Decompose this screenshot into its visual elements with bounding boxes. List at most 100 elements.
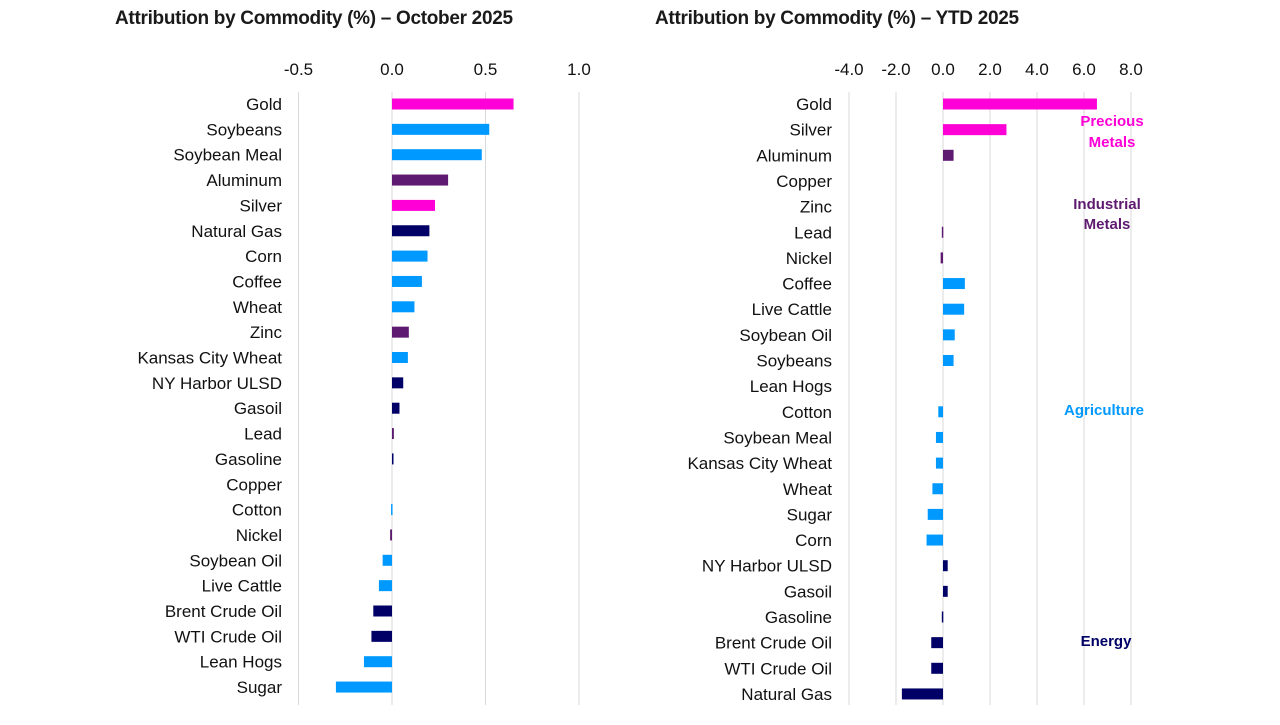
left-chart-title: Attribution by Commodity (%) – October 2… — [115, 8, 513, 29]
x-tick-label: 0.0 — [931, 60, 955, 79]
category-label: Live Cattle — [752, 300, 832, 319]
bar-aluminum — [943, 149, 954, 161]
bar-silver — [943, 124, 1007, 136]
bar-live-cattle — [378, 580, 392, 592]
bar-sugar — [335, 681, 392, 693]
bar-coffee — [392, 275, 422, 287]
x-tick-label: 0.0 — [380, 60, 404, 79]
category-label: WTI Crude Oil — [174, 627, 282, 646]
group-annotation: Metals — [1084, 216, 1131, 233]
group-annotation: Metals — [1089, 134, 1136, 151]
bar-gasoline — [941, 611, 944, 623]
bar-brent-crude-oil — [931, 637, 943, 649]
category-label: Zinc — [800, 198, 833, 217]
bar-ny-harbor-ulsd — [943, 560, 948, 572]
category-label: Sugar — [237, 678, 283, 697]
category-label: Nickel — [236, 526, 282, 545]
bar-natural-gas — [901, 688, 943, 700]
bar-corn — [926, 534, 943, 546]
category-label: Nickel — [786, 249, 832, 268]
bar-brent-crude-oil — [373, 605, 392, 617]
group-annotation: Agriculture — [1064, 402, 1144, 419]
category-label: Zinc — [250, 323, 283, 342]
bar-lead — [392, 428, 394, 440]
bar-lean-hogs — [363, 656, 392, 668]
category-label: Kansas City Wheat — [137, 349, 282, 368]
bar-corn — [392, 250, 428, 262]
x-tick-label: 6.0 — [1072, 60, 1096, 79]
category-label: Corn — [245, 247, 282, 266]
category-label: Gold — [246, 95, 282, 114]
category-label: Lean Hogs — [200, 653, 282, 672]
category-label: Soybean Meal — [173, 146, 282, 165]
category-label: NY Harbor ULSD — [702, 557, 832, 576]
category-label: Lead — [794, 223, 832, 242]
category-label: Cotton — [232, 501, 282, 520]
category-label: Gasoline — [215, 450, 282, 469]
category-label: Silver — [789, 121, 832, 140]
bar-nickel — [390, 529, 392, 541]
category-label: NY Harbor ULSD — [152, 374, 282, 393]
october-chart: -0.5 0.0 0.5 1.0 Gold Soybeans Soybean Meal Alu… — [137, 60, 591, 705]
category-label: Wheat — [783, 480, 832, 499]
bar-soybeans — [392, 123, 490, 135]
bar-gasoil — [943, 585, 948, 597]
bar-kansas-city-wheat — [935, 457, 943, 469]
right-chart-title: Attribution by Commodity (%) – YTD 2025 — [655, 8, 1019, 29]
category-label: Cotton — [782, 403, 832, 422]
bar-soybean-meal — [935, 431, 943, 443]
group-annotation: Industrial — [1073, 196, 1141, 213]
bar-live-cattle — [943, 303, 965, 315]
x-tick-label: 4.0 — [1025, 60, 1049, 79]
category-label: Natural Gas — [191, 222, 282, 241]
bar-gasoline — [392, 453, 394, 465]
category-label: Soybeans — [756, 352, 832, 371]
category-label: Aluminum — [206, 171, 282, 190]
category-label: Soybean Oil — [739, 326, 832, 345]
category-label: Sugar — [787, 505, 833, 524]
x-tick-label: -2.0 — [881, 60, 910, 79]
bar-soybean-oil — [943, 329, 955, 341]
category-label: Wheat — [233, 298, 282, 317]
category-label: Corn — [795, 531, 832, 550]
bar-silver — [392, 199, 436, 211]
category-label: WTI Crude Oil — [724, 659, 832, 678]
bar-coffee — [943, 278, 965, 290]
bar-lead — [941, 226, 944, 238]
category-label: Gasoil — [234, 399, 282, 418]
category-label: Copper — [776, 172, 832, 191]
category-label: Copper — [226, 475, 282, 494]
group-annotation: Precious — [1080, 113, 1143, 130]
x-tick-label: 0.5 — [474, 60, 498, 79]
x-tick-label: 8.0 — [1119, 60, 1143, 79]
x-tick-label: 1.0 — [567, 60, 591, 79]
category-label: Soybeans — [206, 120, 282, 139]
group-annotation: Energy — [1081, 633, 1133, 650]
bar-soybeans — [943, 355, 954, 366]
category-label: Coffee — [232, 272, 282, 291]
ytd-chart: -4.0 -2.0 0.0 2.0 4.0 6.0 8.0 Gold Silver Aluminu… — [687, 60, 1144, 705]
bar-cotton — [391, 504, 393, 516]
category-label: Lead — [244, 425, 282, 444]
category-label: Brent Crude Oil — [715, 634, 832, 653]
category-label: Kansas City Wheat — [687, 454, 832, 473]
bar-natural-gas — [392, 225, 430, 237]
category-label: Aluminum — [756, 146, 832, 165]
category-label: Coffee — [782, 275, 832, 294]
bar-soybean-meal — [392, 149, 482, 161]
x-tick-label: -4.0 — [834, 60, 863, 79]
bar-wti-crude-oil — [371, 630, 392, 642]
x-tick-label: 2.0 — [978, 60, 1002, 79]
category-label: Soybean Oil — [189, 551, 282, 570]
category-label: Silver — [239, 196, 282, 215]
bar-gold — [943, 98, 1097, 110]
category-label: Live Cattle — [202, 577, 282, 596]
category-label: Gold — [796, 95, 832, 114]
bar-wheat — [932, 483, 943, 495]
bar-gasoil — [392, 402, 400, 414]
bar-gold — [392, 98, 514, 110]
bar-zinc — [392, 326, 409, 338]
bar-kansas-city-wheat — [392, 352, 408, 363]
category-label: Lean Hogs — [750, 377, 832, 396]
